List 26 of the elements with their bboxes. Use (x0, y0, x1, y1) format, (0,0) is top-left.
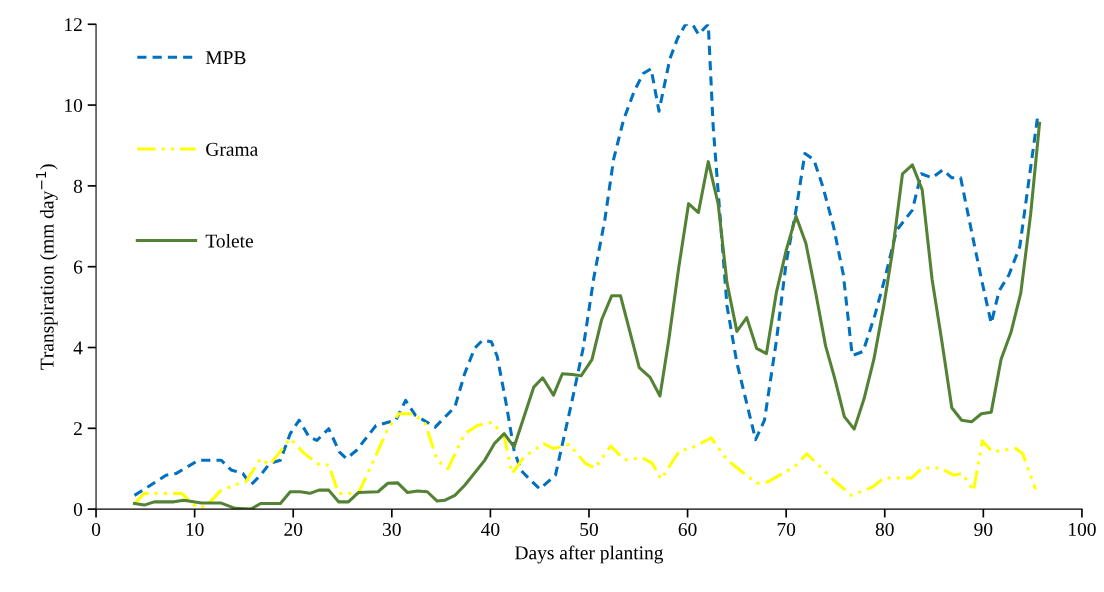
x-tick-label: 0 (91, 522, 101, 536)
legend-label: Tolete (205, 233, 253, 248)
y-tick-label: 6 (73, 260, 83, 274)
y-axis-title: Transpiration (mm day$^{−1}$) (36, 164, 58, 370)
x-tick-label: 70 (777, 522, 796, 536)
x-tick-label: 20 (284, 522, 303, 536)
y-tick-label: 0 (73, 502, 83, 517)
line-series (132, 24, 1040, 497)
x-tick-label: 80 (875, 522, 894, 536)
x-tick-label: 50 (580, 522, 598, 536)
x-tick-label: 60 (678, 522, 697, 536)
y-tick-label: 8 (73, 179, 83, 193)
x-tick-label: 100 (1069, 522, 1096, 536)
line-series (132, 121, 1042, 510)
x-tick-label: 90 (974, 522, 993, 536)
y-tick-label: 2 (73, 422, 82, 436)
legend-label: MPB (205, 51, 246, 65)
y-tick-label: 10 (65, 98, 83, 113)
legend-label: Grama (206, 142, 258, 156)
x-tick-label: 10 (186, 522, 204, 536)
y-tick-label: 4 (73, 341, 83, 355)
line-series (132, 412, 1038, 509)
x-tick-label: 40 (481, 522, 500, 536)
x-axis-title: Days after planting (515, 545, 664, 564)
x-tick-label: 30 (383, 522, 401, 536)
y-tick-label: 12 (65, 18, 82, 32)
